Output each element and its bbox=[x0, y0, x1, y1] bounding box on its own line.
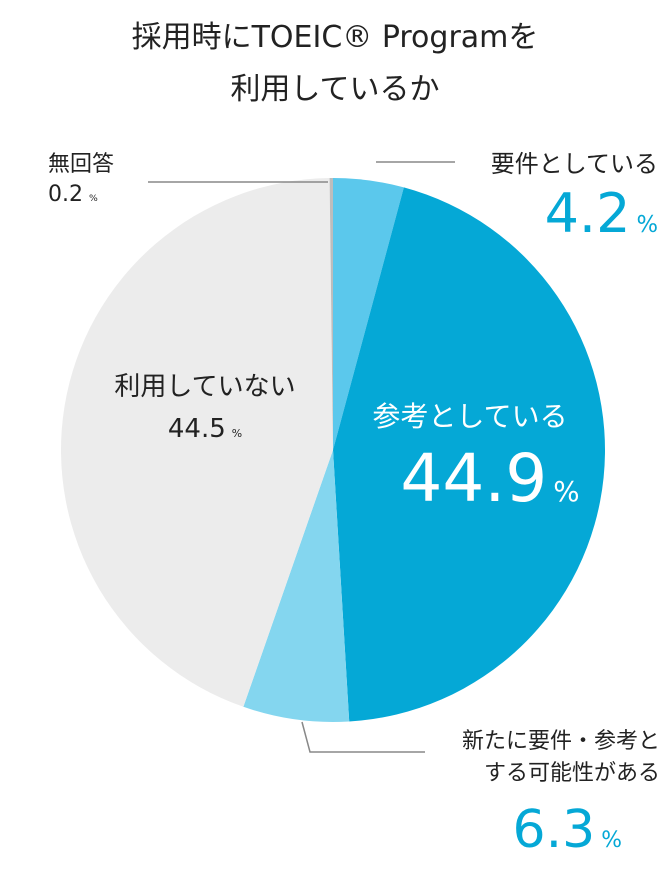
value-number: 4.2 bbox=[544, 182, 631, 245]
slice-name: 参考としている bbox=[372, 400, 568, 433]
slice-label: 新たに要件・参考とする可能性がある bbox=[460, 726, 660, 790]
slice-label: 利用していない bbox=[75, 366, 335, 403]
slice-name: 新たに要件・参考とする可能性がある bbox=[461, 729, 660, 786]
chart-title: 利用しているか bbox=[230, 72, 440, 107]
value-unit: % bbox=[553, 475, 580, 508]
value-label: 6.3% bbox=[513, 800, 622, 860]
slice-name: 無回答 bbox=[48, 152, 115, 177]
value-label: 44.9% bbox=[330, 440, 650, 517]
value-label: 0.2% bbox=[48, 182, 98, 207]
pie-slice bbox=[329, 178, 333, 450]
value-number: 44.5 bbox=[167, 414, 226, 444]
slice-name: 要件としている bbox=[490, 150, 658, 178]
value-unit: % bbox=[89, 193, 98, 204]
slice-label: 要件としている bbox=[491, 144, 658, 179]
value-unit: % bbox=[231, 427, 243, 440]
slices bbox=[60, 178, 605, 722]
value-unit: % bbox=[636, 212, 658, 238]
value-unit: % bbox=[601, 828, 622, 853]
value-number: 6.3 bbox=[512, 800, 596, 860]
chart-title: 採用時にTOEIC® Programを bbox=[131, 20, 539, 55]
leader-line bbox=[301, 721, 425, 753]
slice-label: 参考としている bbox=[330, 395, 610, 435]
slice-name: 利用していない bbox=[114, 372, 296, 402]
value-number: 0.2 bbox=[48, 182, 83, 207]
value-number: 44.9 bbox=[400, 440, 548, 517]
value-label: 4.2% bbox=[545, 182, 658, 245]
pie-slice bbox=[333, 187, 605, 722]
pie-slice bbox=[60, 178, 334, 707]
pie-slice bbox=[243, 450, 350, 722]
slice-label: 無回答 bbox=[48, 146, 114, 178]
value-label: 44.5% bbox=[75, 414, 335, 444]
pie-slice bbox=[333, 178, 404, 450]
